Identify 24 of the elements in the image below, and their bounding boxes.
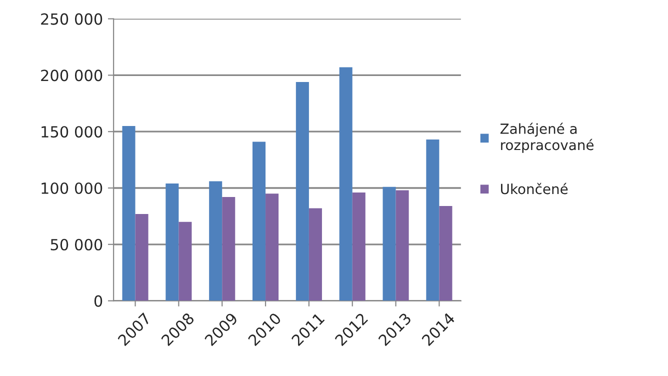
y-tick-label: 200 000 <box>41 70 102 82</box>
bar <box>339 67 352 301</box>
bar <box>222 197 236 301</box>
legend-label: Zahájené a rozpracované <box>500 122 594 153</box>
bar <box>266 194 279 301</box>
y-tick-label: 0 <box>94 295 102 307</box>
bar <box>296 82 309 301</box>
y-tick-label: 100 000 <box>42 182 102 194</box>
bar <box>135 214 148 301</box>
bar <box>122 126 136 301</box>
y-tick-label: 150 000 <box>42 126 102 138</box>
bar <box>166 183 179 301</box>
bar <box>382 186 396 301</box>
bar <box>209 181 222 301</box>
bar <box>252 142 266 301</box>
bar <box>426 139 440 301</box>
bar <box>352 192 366 301</box>
bar <box>308 208 322 301</box>
y-tick-label: 50 000 <box>50 238 102 250</box>
bar <box>439 206 452 301</box>
legend-label: Ukončené <box>501 182 568 194</box>
y-tick-label: 250 000 <box>41 13 102 25</box>
bar <box>178 222 192 301</box>
bar <box>396 190 409 301</box>
